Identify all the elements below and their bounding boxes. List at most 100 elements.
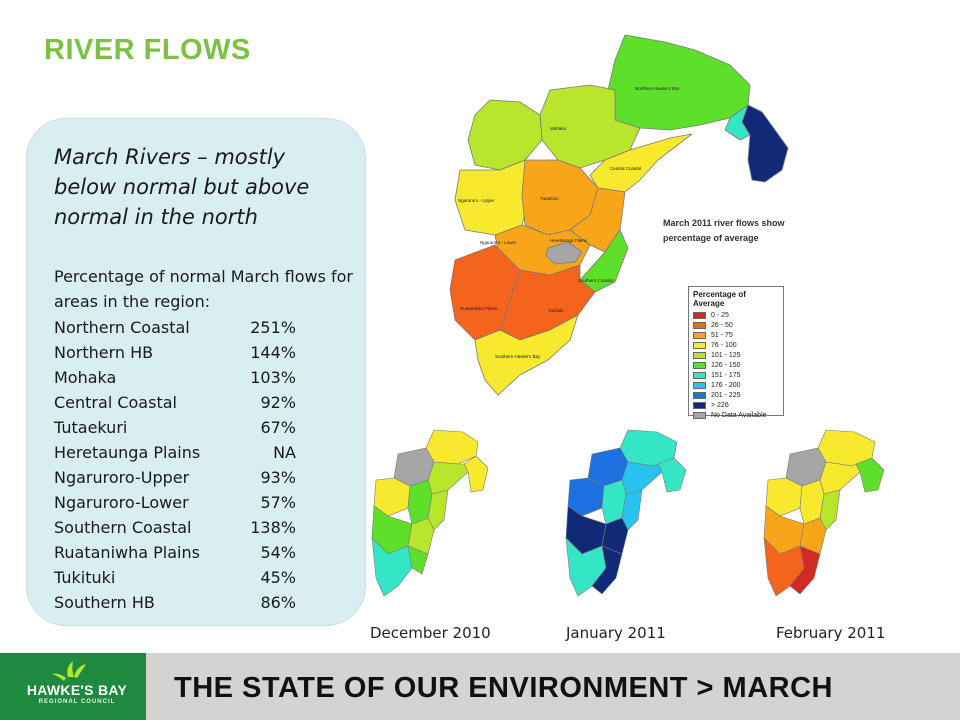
- flow-percentage: 45%: [260, 568, 296, 587]
- legend-swatch: [693, 381, 706, 389]
- legend-item: 176 - 200: [693, 380, 779, 390]
- map-region-heretaunga: [569, 187, 626, 253]
- legend-swatch: [693, 331, 706, 339]
- legend-item: 0 - 25: [693, 310, 779, 320]
- legend-item: 201 - 225: [693, 390, 779, 400]
- flow-area-name: Ngaruroro-Upper: [54, 468, 190, 487]
- flow-area-name: Mohaka: [54, 368, 117, 387]
- legend-item: 26 - 50: [693, 320, 779, 330]
- flow-area-name: Tutaekuri: [54, 418, 128, 437]
- flow-row: Southern Coastal 138%: [54, 515, 314, 540]
- february-2011-map: [760, 428, 920, 600]
- flow-row: Northern HB 144%: [54, 340, 314, 365]
- map-label-ngaruroro-lower: Ngaruroro - Lower: [480, 240, 517, 245]
- legend-swatch: [693, 321, 706, 329]
- map-label-ngaruroro-upper: Ngaruroro - Upper: [458, 198, 495, 203]
- footer-bar: [0, 653, 960, 720]
- map-note: March 2011 river flows show percentage o…: [663, 218, 785, 243]
- flow-list: Northern Coastal 251% Northern HB 144% Moh…: [54, 315, 314, 615]
- map-label-tukituki: Tukituki: [548, 308, 563, 313]
- flow-area-name: Heretaunga Plains: [54, 443, 201, 462]
- legend-swatch: [693, 401, 706, 409]
- legend-label: 126 - 150: [711, 361, 741, 369]
- flow-area-name: Ngaruroro-Lower: [54, 493, 189, 512]
- flow-percentage: 103%: [250, 368, 296, 387]
- flow-area-name: Tukituki: [54, 568, 116, 587]
- map-region-northern-hb: [607, 34, 751, 131]
- legend-swatch: [693, 371, 706, 379]
- legend-swatch: [693, 351, 706, 359]
- map-label-ruataniwha: Ruataniwha Plains: [460, 306, 498, 311]
- legend-label: 76 - 100: [711, 341, 737, 349]
- map-label-tutaekuri: Tutaekuri: [540, 196, 559, 201]
- flow-row: Ruataniwha Plains 54%: [54, 540, 314, 565]
- flow-row: Central Coastal 92%: [54, 390, 314, 415]
- map-label-southern-coastal: Southern Coastal: [578, 278, 613, 283]
- flow-percentage: 86%: [260, 593, 296, 612]
- legend-label: No Data Available: [711, 411, 767, 419]
- map-label-southern-hb: Southern Hawke's Bay: [495, 354, 541, 359]
- summary-panel: [26, 118, 366, 626]
- flow-percentage: 54%: [260, 543, 296, 562]
- flow-area-name: Southern HB: [54, 593, 155, 612]
- map-legend: Percentage of Average 0 - 25 26 - 50 51 …: [688, 286, 784, 419]
- flow-row: Southern HB 86%: [54, 590, 314, 615]
- council-logo: [0, 653, 146, 720]
- legend-item: 151 - 175: [693, 370, 779, 380]
- legend-label: 101 - 125: [711, 351, 741, 359]
- logo-subtext: REGIONAL COUNCIL: [38, 699, 116, 705]
- caption-february-2011: February 2011: [776, 624, 886, 642]
- map-label-central-coastal: Central Coastal: [610, 166, 641, 171]
- legend-swatch: [693, 391, 706, 399]
- flow-row: Ngaruroro-Lower 57%: [54, 490, 314, 515]
- map-label-northern-hb: Northern Hawke's Bay: [635, 86, 680, 91]
- legend-swatch: [693, 361, 706, 369]
- march-2011-map: Northern Hawke's Bay Mohaka Central Coas…: [430, 30, 800, 410]
- flow-percentage: 138%: [250, 518, 296, 537]
- flow-percentage: 67%: [260, 418, 296, 437]
- flow-row: Mohaka 103%: [54, 365, 314, 390]
- flow-area-name: Northern HB: [54, 343, 154, 362]
- legend-label: 0 - 25: [711, 311, 729, 319]
- january-2011-map: [562, 428, 722, 600]
- flow-row: Tutaekuri 67%: [54, 415, 314, 440]
- flow-row: Heretaunga Plains NA: [54, 440, 314, 465]
- map-region-northern-coastal: [741, 104, 789, 183]
- logo-text: HAWKE'S BAY: [26, 682, 128, 698]
- flow-area-name: Central Coastal: [54, 393, 177, 412]
- flow-row: Northern Coastal 251%: [54, 315, 314, 340]
- map-region-southern-hb: [474, 314, 579, 396]
- flow-percentage: NA: [273, 443, 296, 462]
- flow-percentage: 251%: [250, 318, 296, 337]
- flow-percentage: 93%: [260, 468, 296, 487]
- flow-percentage: 57%: [260, 493, 296, 512]
- panel-heading: March Rivers – mostly below normal but a…: [54, 145, 310, 229]
- page-title: RIVER FLOWS: [44, 34, 251, 66]
- map-label-mohaka: Mohaka: [550, 126, 567, 131]
- caption-december-2010: December 2010: [370, 624, 491, 642]
- flow-percentage: 92%: [260, 393, 296, 412]
- panel-intro: Percentage of normal March flows for are…: [54, 267, 353, 311]
- flow-row: Tukituki 45%: [54, 565, 314, 590]
- map-region-central-coastal: [589, 133, 693, 193]
- legend-swatch: [693, 411, 706, 419]
- legend-label: 26 - 50: [711, 321, 733, 329]
- flow-area-name: Ruataniwha Plains: [54, 543, 200, 562]
- legend-label: 151 - 175: [711, 371, 741, 379]
- legend-swatch: [693, 311, 706, 319]
- map-label-heretaunga: Heretaunga Plains: [550, 238, 588, 243]
- legend-item: > 226: [693, 400, 779, 410]
- legend-item: No Data Available: [693, 410, 779, 420]
- flow-percentage: 144%: [250, 343, 296, 362]
- legend-label: 51 - 75: [711, 331, 733, 339]
- legend-item: 101 - 125: [693, 350, 779, 360]
- footer-title: THE STATE OF OUR ENVIRONMENT > MARCH: [174, 672, 833, 704]
- december-2010-map: [368, 428, 528, 600]
- legend-label: 201 - 225: [711, 391, 741, 399]
- flow-row: Ngaruroro-Upper 93%: [54, 465, 314, 490]
- legend-item: 76 - 100: [693, 340, 779, 350]
- legend-label: 176 - 200: [711, 381, 741, 389]
- legend-swatch: [693, 341, 706, 349]
- legend-title: Percentage of Average: [693, 290, 746, 308]
- legend-item: 126 - 150: [693, 360, 779, 370]
